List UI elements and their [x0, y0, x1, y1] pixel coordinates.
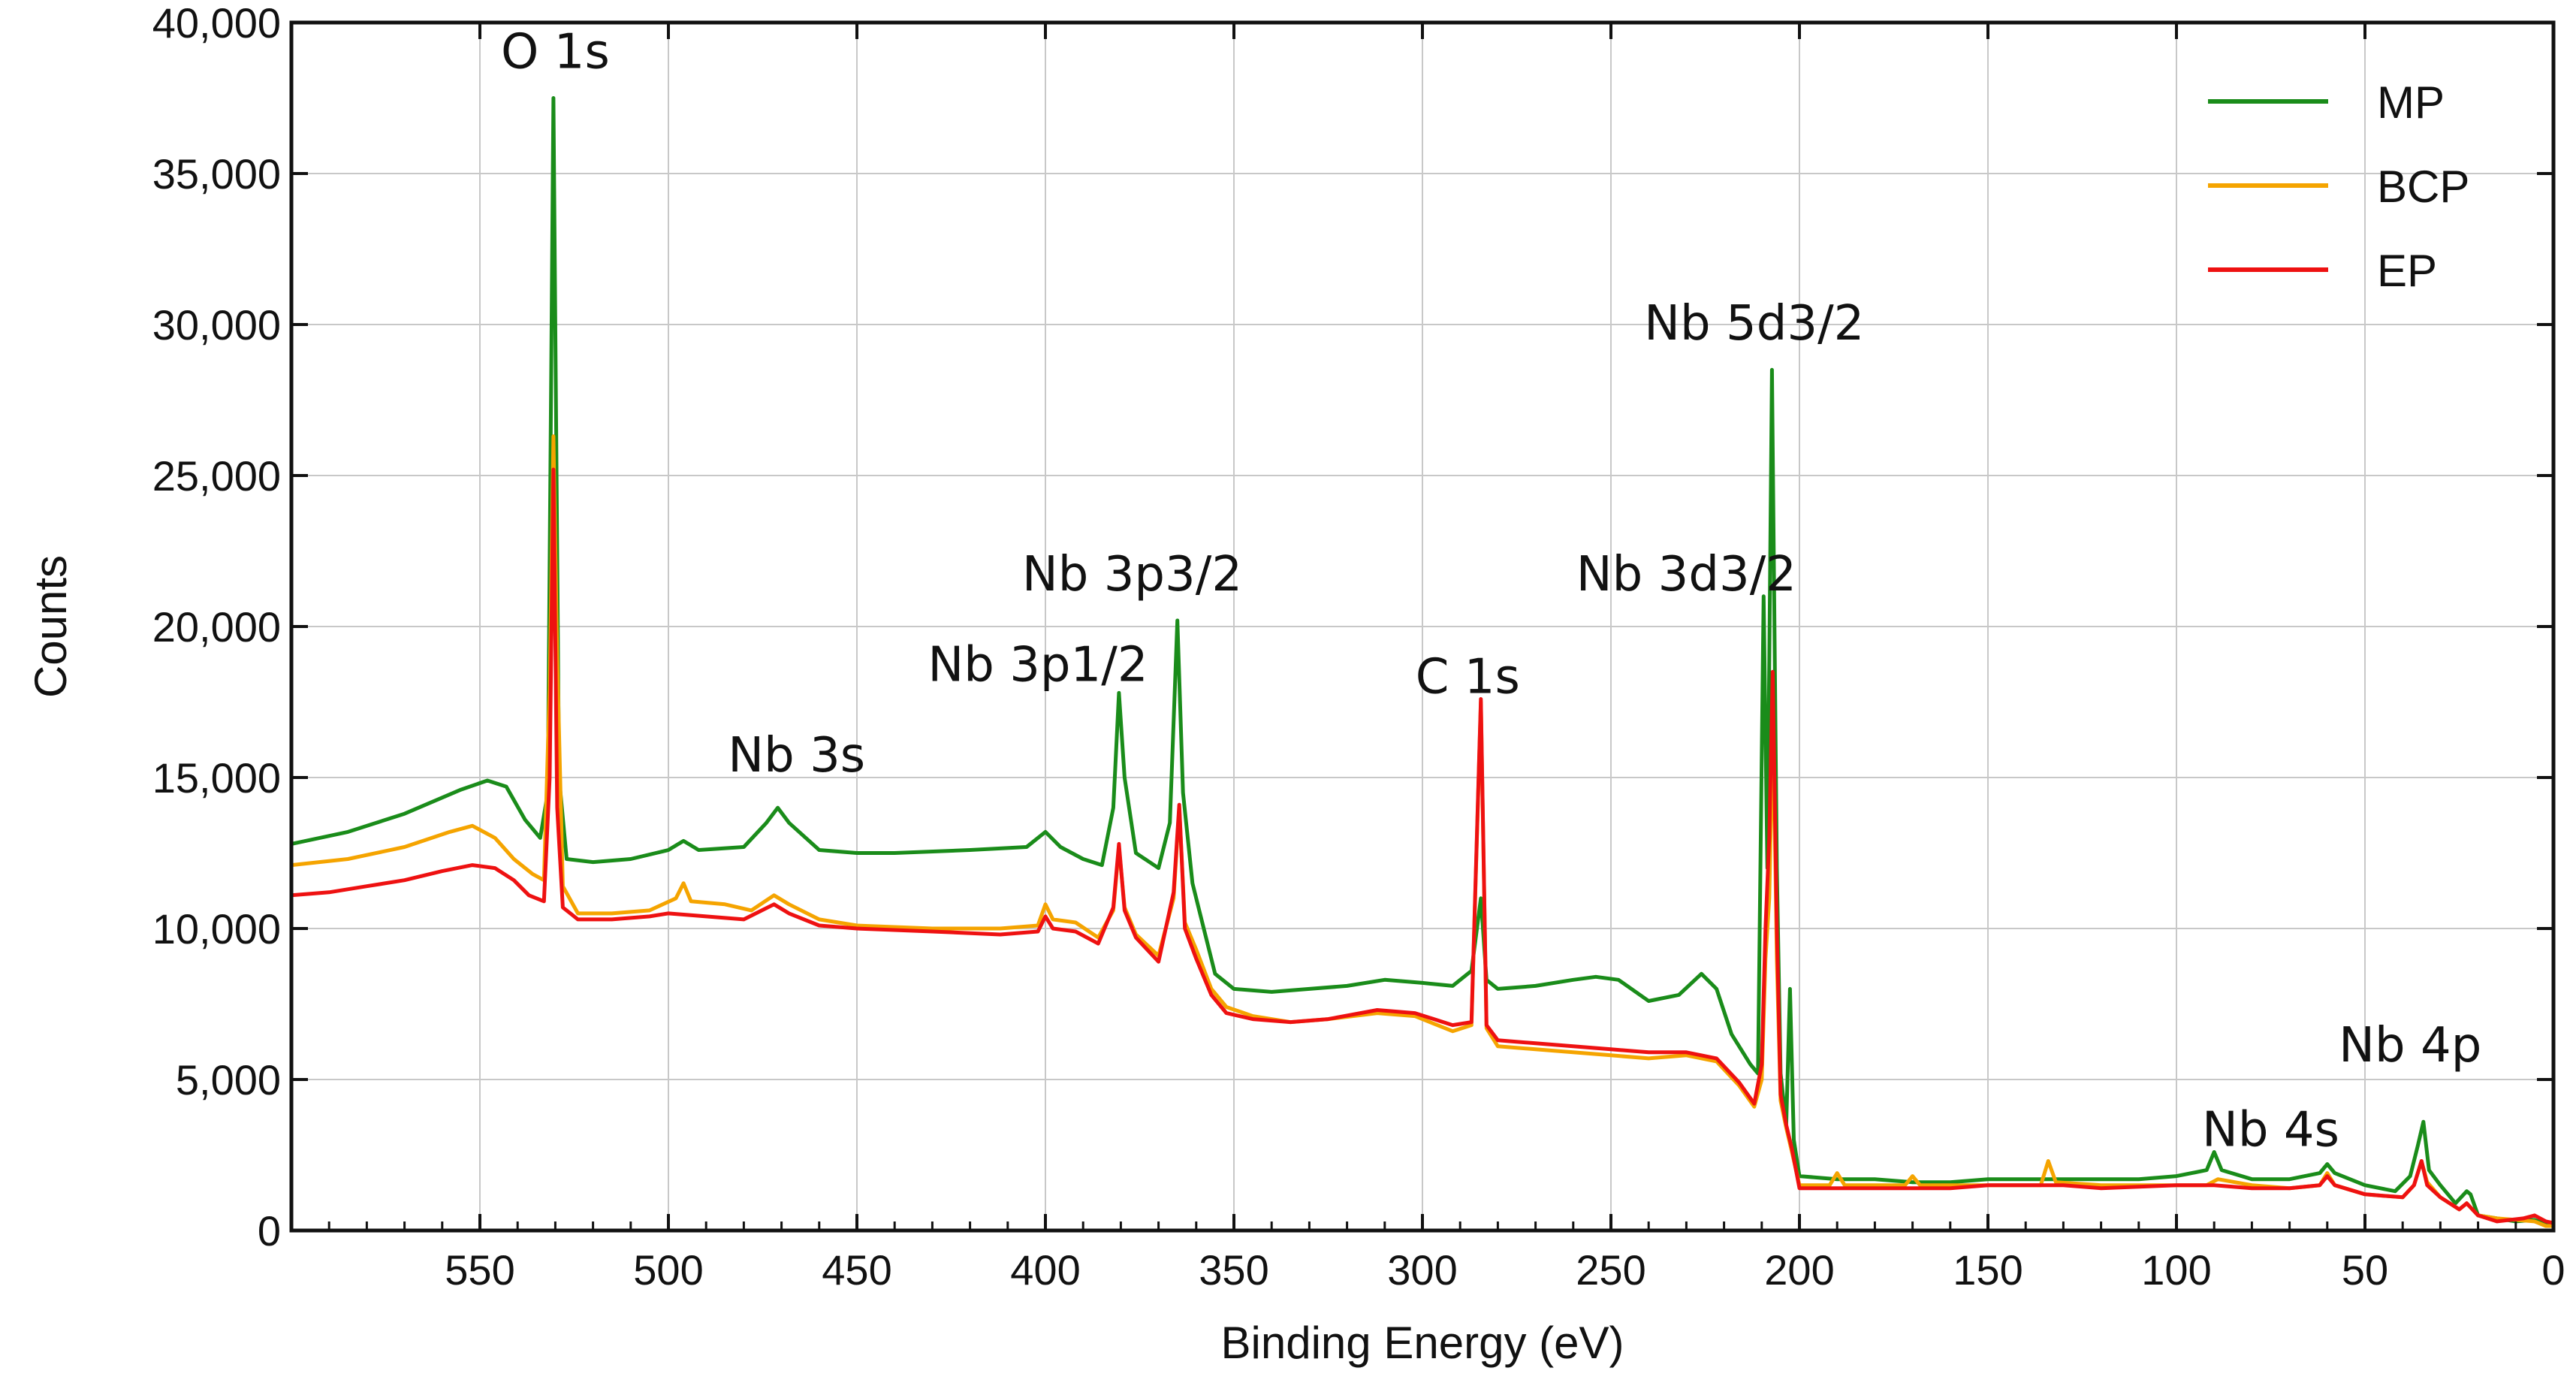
x-tick-label: 200 — [1764, 1246, 1834, 1294]
x-tick-label: 550 — [445, 1246, 514, 1294]
peak-label: Nb 3p3/2 — [1022, 547, 1242, 602]
y-tick-label: 5,000 — [176, 1056, 281, 1104]
x-tick-label: 300 — [1387, 1246, 1457, 1294]
x-tick-label: 50 — [2342, 1246, 2388, 1294]
series-line-ep — [291, 467, 2554, 1225]
peak-label: O 1s — [501, 24, 610, 80]
y-tick-label: 10,000 — [152, 905, 281, 953]
x-tick-label: 500 — [633, 1246, 703, 1294]
peak-label: Nb 3p1/2 — [928, 637, 1148, 693]
peak-label: Nb 3s — [728, 728, 865, 784]
y-tick-label: 25,000 — [152, 452, 281, 500]
x-tick-label: 0 — [2541, 1246, 2565, 1294]
series-line-mp — [291, 96, 2553, 1227]
x-tick-label: 150 — [1953, 1246, 2022, 1294]
x-tick-label: 100 — [2141, 1246, 2211, 1294]
x-axis-title: Binding Energy (eV) — [1221, 1318, 1624, 1368]
peak-annotations: O 1s Nb 3s Nb 3p1/2 Nb 3p3/2 C 1s Nb 3d3/2 Nb … — [501, 24, 2481, 1158]
peak-label: Nb 4p — [2339, 1018, 2481, 1073]
legend-label-bcp: BCP — [2377, 162, 2469, 212]
y-tick-label: 0 — [258, 1207, 281, 1255]
series-group — [291, 96, 2554, 1228]
axis-ticks: 550 500 450 400 350 300 250 200 150 100 50 005,0001… — [152, 0, 2565, 1294]
x-tick-label: 400 — [1010, 1246, 1080, 1294]
legend-label-mp: MP — [2377, 77, 2445, 128]
y-tick-label: 20,000 — [152, 603, 281, 651]
x-tick-label: 250 — [1576, 1246, 1645, 1294]
legend-label-ep: EP — [2377, 246, 2437, 296]
y-axis-title: Counts — [26, 555, 76, 698]
grid-lines — [291, 23, 2553, 1230]
peak-label: Nb 5d3/2 — [1644, 296, 1864, 352]
y-tick-label: 35,000 — [152, 150, 281, 198]
legend: MP BCP EP — [2208, 77, 2469, 296]
x-tick-label: 450 — [822, 1246, 891, 1294]
y-tick-label: 40,000 — [152, 0, 281, 47]
y-tick-label: 15,000 — [152, 754, 281, 802]
peak-label: C 1s — [1416, 649, 1520, 705]
x-tick-label: 350 — [1199, 1246, 1268, 1294]
peak-label: Nb 3d3/2 — [1576, 547, 1796, 602]
y-tick-label: 30,000 — [152, 301, 281, 349]
peak-label: Nb 4s — [2202, 1102, 2339, 1158]
